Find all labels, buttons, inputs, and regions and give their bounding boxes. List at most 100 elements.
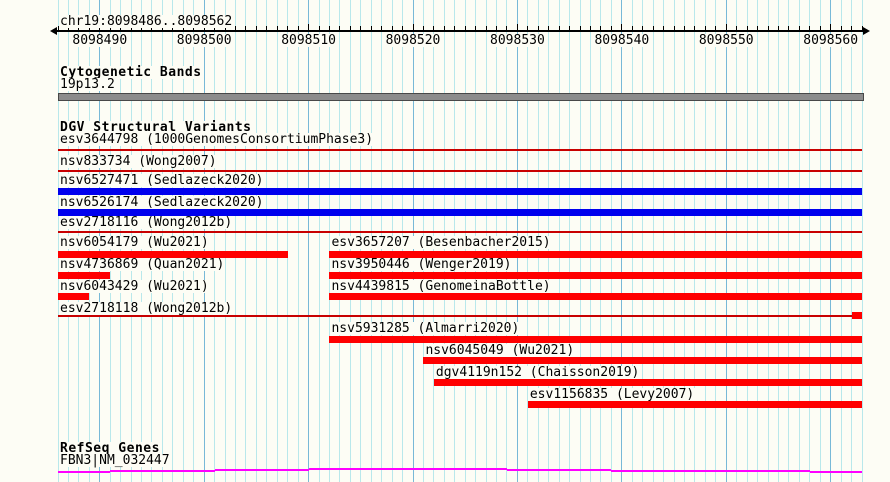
variant-label-esv2718116[interactable]: esv2718116 (Wong2012b) [59, 215, 234, 230]
variant-bar-nsv4736869[interactable] [58, 272, 111, 279]
gene-line-segment[interactable] [611, 470, 706, 472]
ruler-tick-label: 8098490 [71, 33, 129, 48]
variant-label-nsv833734[interactable]: nsv833734 (Wong2007) [59, 154, 218, 169]
ruler-minor-tick [861, 26, 863, 30]
variant-label-nsv4736869[interactable]: nsv4736869 (Quan2021) [59, 257, 226, 272]
grid-line-major [621, 0, 623, 482]
ruler-minor-tick [381, 26, 383, 30]
ruler-minor-tick [57, 26, 59, 30]
track-header-refseq-genes: RefSeq Genes [59, 441, 161, 456]
gene-line-segment[interactable] [705, 470, 810, 472]
ruler-minor-tick [809, 26, 811, 30]
grid-line-minor [287, 0, 289, 482]
variant-label-nsv6526174[interactable]: nsv6526174 (Sedlazeck2020) [59, 195, 265, 210]
variant-bar-nsv6054179[interactable] [58, 251, 288, 258]
variant-bar-esv2718118[interactable] [851, 312, 862, 319]
variant-bar-nsv833734[interactable] [58, 170, 862, 172]
variant-bar-dgv4119n152[interactable] [433, 379, 862, 386]
variant-bar-nsv5931285[interactable] [329, 336, 862, 343]
ruler-minor-tick [287, 26, 289, 30]
gene-line-segment[interactable] [214, 469, 309, 471]
grid-line-minor [235, 0, 236, 482]
variant-label-nsv3950446[interactable]: nsv3950446 (Wenger2019) [330, 257, 513, 272]
ruler-minor-tick [67, 26, 69, 30]
grid-line-minor [590, 0, 592, 482]
variant-bar-esv1156835[interactable] [527, 401, 862, 408]
ruler-minor-tick [130, 26, 132, 30]
ruler-minor-tick [224, 26, 226, 30]
gene-label[interactable]: FBN3|NM_032447 [59, 453, 171, 468]
ruler-minor-tick [600, 26, 602, 30]
cytoband-band [58, 93, 864, 101]
ruler-minor-tick [663, 26, 665, 30]
ruler-minor-tick [151, 26, 153, 30]
variant-bar-nsv3950446[interactable] [329, 272, 862, 279]
ruler-minor-tick [537, 26, 539, 30]
ruler-major-tick [516, 24, 518, 30]
ruler-minor-tick [704, 26, 706, 30]
ruler-minor-tick [276, 26, 278, 30]
ruler-minor-tick [715, 26, 717, 30]
ruler-minor-tick [746, 26, 748, 30]
gene-line-segment[interactable] [58, 471, 111, 473]
ruler-minor-tick [235, 26, 236, 30]
grid-line-minor [704, 0, 706, 482]
grid-line-major [830, 0, 832, 482]
ruler-minor-tick [506, 26, 508, 30]
variant-label-nsv6527471[interactable]: nsv6527471 (Sedlazeck2020) [59, 173, 265, 188]
variant-bar-nsv4439815[interactable] [329, 293, 862, 300]
ruler-minor-tick [318, 26, 320, 30]
ruler-minor-tick [767, 26, 769, 30]
grid-line-minor [579, 0, 581, 482]
ruler-minor-tick [496, 26, 498, 30]
variant-label-nsv6054179[interactable]: nsv6054179 (Wu2021) [59, 235, 210, 250]
variant-bar-esv3644798[interactable] [58, 149, 862, 151]
variant-label-esv1156835[interactable]: esv1156835 (Levy2007) [528, 387, 696, 402]
ruler-minor-tick [527, 26, 529, 30]
ruler-minor-tick [642, 26, 644, 30]
ruler-minor-tick [548, 26, 550, 30]
gene-line-segment[interactable] [506, 469, 612, 471]
ruler-tick-label: 8098520 [384, 33, 442, 48]
variant-label-nsv5931285[interactable]: nsv5931285 (Almarri2020) [330, 321, 521, 336]
gene-line-segment[interactable] [809, 471, 862, 473]
ruler-minor-tick [464, 26, 466, 30]
ruler-minor-tick [840, 26, 842, 30]
variant-label-nsv4439815[interactable]: nsv4439815 (GenomeinaBottle) [330, 279, 552, 294]
ruler-minor-tick [422, 26, 424, 30]
gene-line-segment[interactable] [308, 468, 507, 470]
ruler-major-tick [830, 24, 832, 30]
ruler-left-arrow-icon [50, 27, 57, 35]
variant-label-esv3644798[interactable]: esv3644798 (1000GenomesConsortiumPhase3) [59, 132, 375, 147]
ruler-minor-tick [694, 26, 696, 30]
variant-bar-nsv6043429[interactable] [58, 293, 90, 300]
variant-label-nsv6043429[interactable]: nsv6043429 (Wu2021) [59, 279, 210, 294]
gene-line-segment[interactable] [110, 470, 215, 472]
ruler-minor-tick [757, 26, 759, 30]
ruler-minor-tick [370, 26, 372, 30]
variant-bar-nsv6527471[interactable] [58, 188, 862, 195]
ruler-minor-tick [141, 26, 143, 30]
variant-bar-esv2718118[interactable] [58, 315, 852, 317]
variant-label-nsv6045049[interactable]: nsv6045049 (Wu2021) [424, 343, 576, 358]
variant-bar-nsv6045049[interactable] [423, 357, 862, 364]
ruler-minor-tick [443, 26, 445, 30]
ruler-major-tick [308, 24, 310, 30]
ruler-right-arrow-icon [863, 27, 870, 35]
variant-label-esv3657207[interactable]: esv3657207 (Besenbacher2015) [330, 235, 552, 250]
ruler-tick-label: 8098560 [802, 33, 860, 48]
grid-line-major [725, 0, 727, 482]
variant-label-esv2718118[interactable]: esv2718118 (Wong2012b) [59, 301, 234, 316]
ruler-minor-tick [788, 26, 790, 30]
grid-line-minor [558, 0, 560, 482]
variant-bar-esv3657207[interactable] [329, 251, 862, 258]
ruler-minor-tick [569, 26, 571, 30]
ruler-minor-tick [172, 26, 174, 30]
variant-bar-esv2718116[interactable] [58, 231, 862, 233]
variant-bar-nsv6526174[interactable] [58, 209, 862, 216]
grid-line-minor [318, 0, 320, 482]
variant-label-dgv4119n152[interactable]: dgv4119n152 (Chaisson2019) [434, 365, 641, 380]
ruler-minor-tick [266, 26, 268, 30]
grid-line-minor [757, 0, 759, 482]
ruler-major-tick [725, 24, 727, 30]
